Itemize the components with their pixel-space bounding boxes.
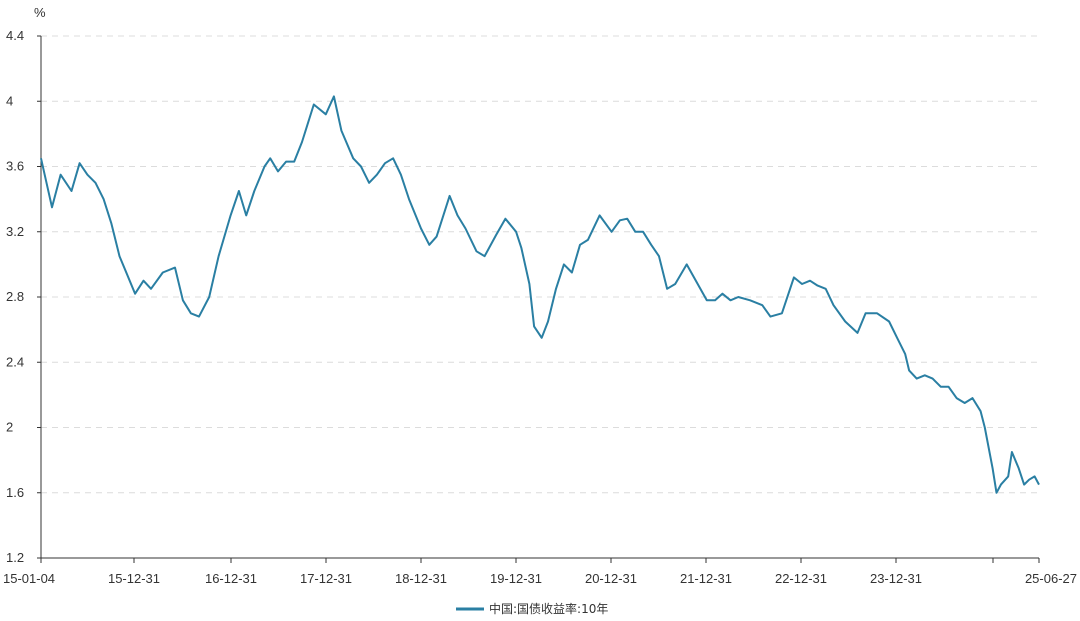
y-axis-ticks: 1.2 1.6 2 2.4 2.8 3.2 3.6 4 4.4 bbox=[6, 28, 42, 565]
y-tick-label: 4.4 bbox=[6, 28, 24, 43]
series-line bbox=[40, 95, 1040, 494]
y-tick-label: 2.8 bbox=[6, 289, 24, 304]
x-tick-label: 23-12-31 bbox=[870, 571, 922, 586]
y-tick-label: 2.4 bbox=[6, 354, 24, 369]
x-tick-label: 16-12-31 bbox=[205, 571, 257, 586]
y-tick-label: 2 bbox=[6, 420, 13, 435]
x-axis: 15-01-04 15-12-31 16-12-31 17-12-31 18-12-31… bbox=[3, 557, 1077, 586]
legend[interactable]: 中国:国债收益率:10年 bbox=[456, 601, 608, 616]
x-tick-label: 25-06-27 bbox=[1025, 571, 1077, 586]
x-tick-label: 21-12-31 bbox=[680, 571, 732, 586]
x-tick-label: 22-12-31 bbox=[775, 571, 827, 586]
series-layer bbox=[40, 95, 1040, 494]
y-tick-label: 1.2 bbox=[6, 550, 24, 565]
x-tick-label: 15-01-04 bbox=[3, 571, 55, 586]
y-tick-label: 3.2 bbox=[6, 224, 24, 239]
y-unit-label: % bbox=[34, 5, 46, 20]
x-tick-label: 15-12-31 bbox=[108, 571, 160, 586]
x-tick-label: 20-12-31 bbox=[585, 571, 637, 586]
y-tick-label: 3.6 bbox=[6, 159, 24, 174]
x-tick-label: 19-12-31 bbox=[490, 571, 542, 586]
x-tick-label: 18-12-31 bbox=[395, 571, 447, 586]
y-tick-label: 1.6 bbox=[6, 485, 24, 500]
gridlines bbox=[41, 35, 1039, 494]
legend-label: 中国:国债收益率:10年 bbox=[489, 601, 608, 616]
x-tick-label: 17-12-31 bbox=[300, 571, 352, 586]
y-tick-label: 4 bbox=[6, 93, 13, 108]
